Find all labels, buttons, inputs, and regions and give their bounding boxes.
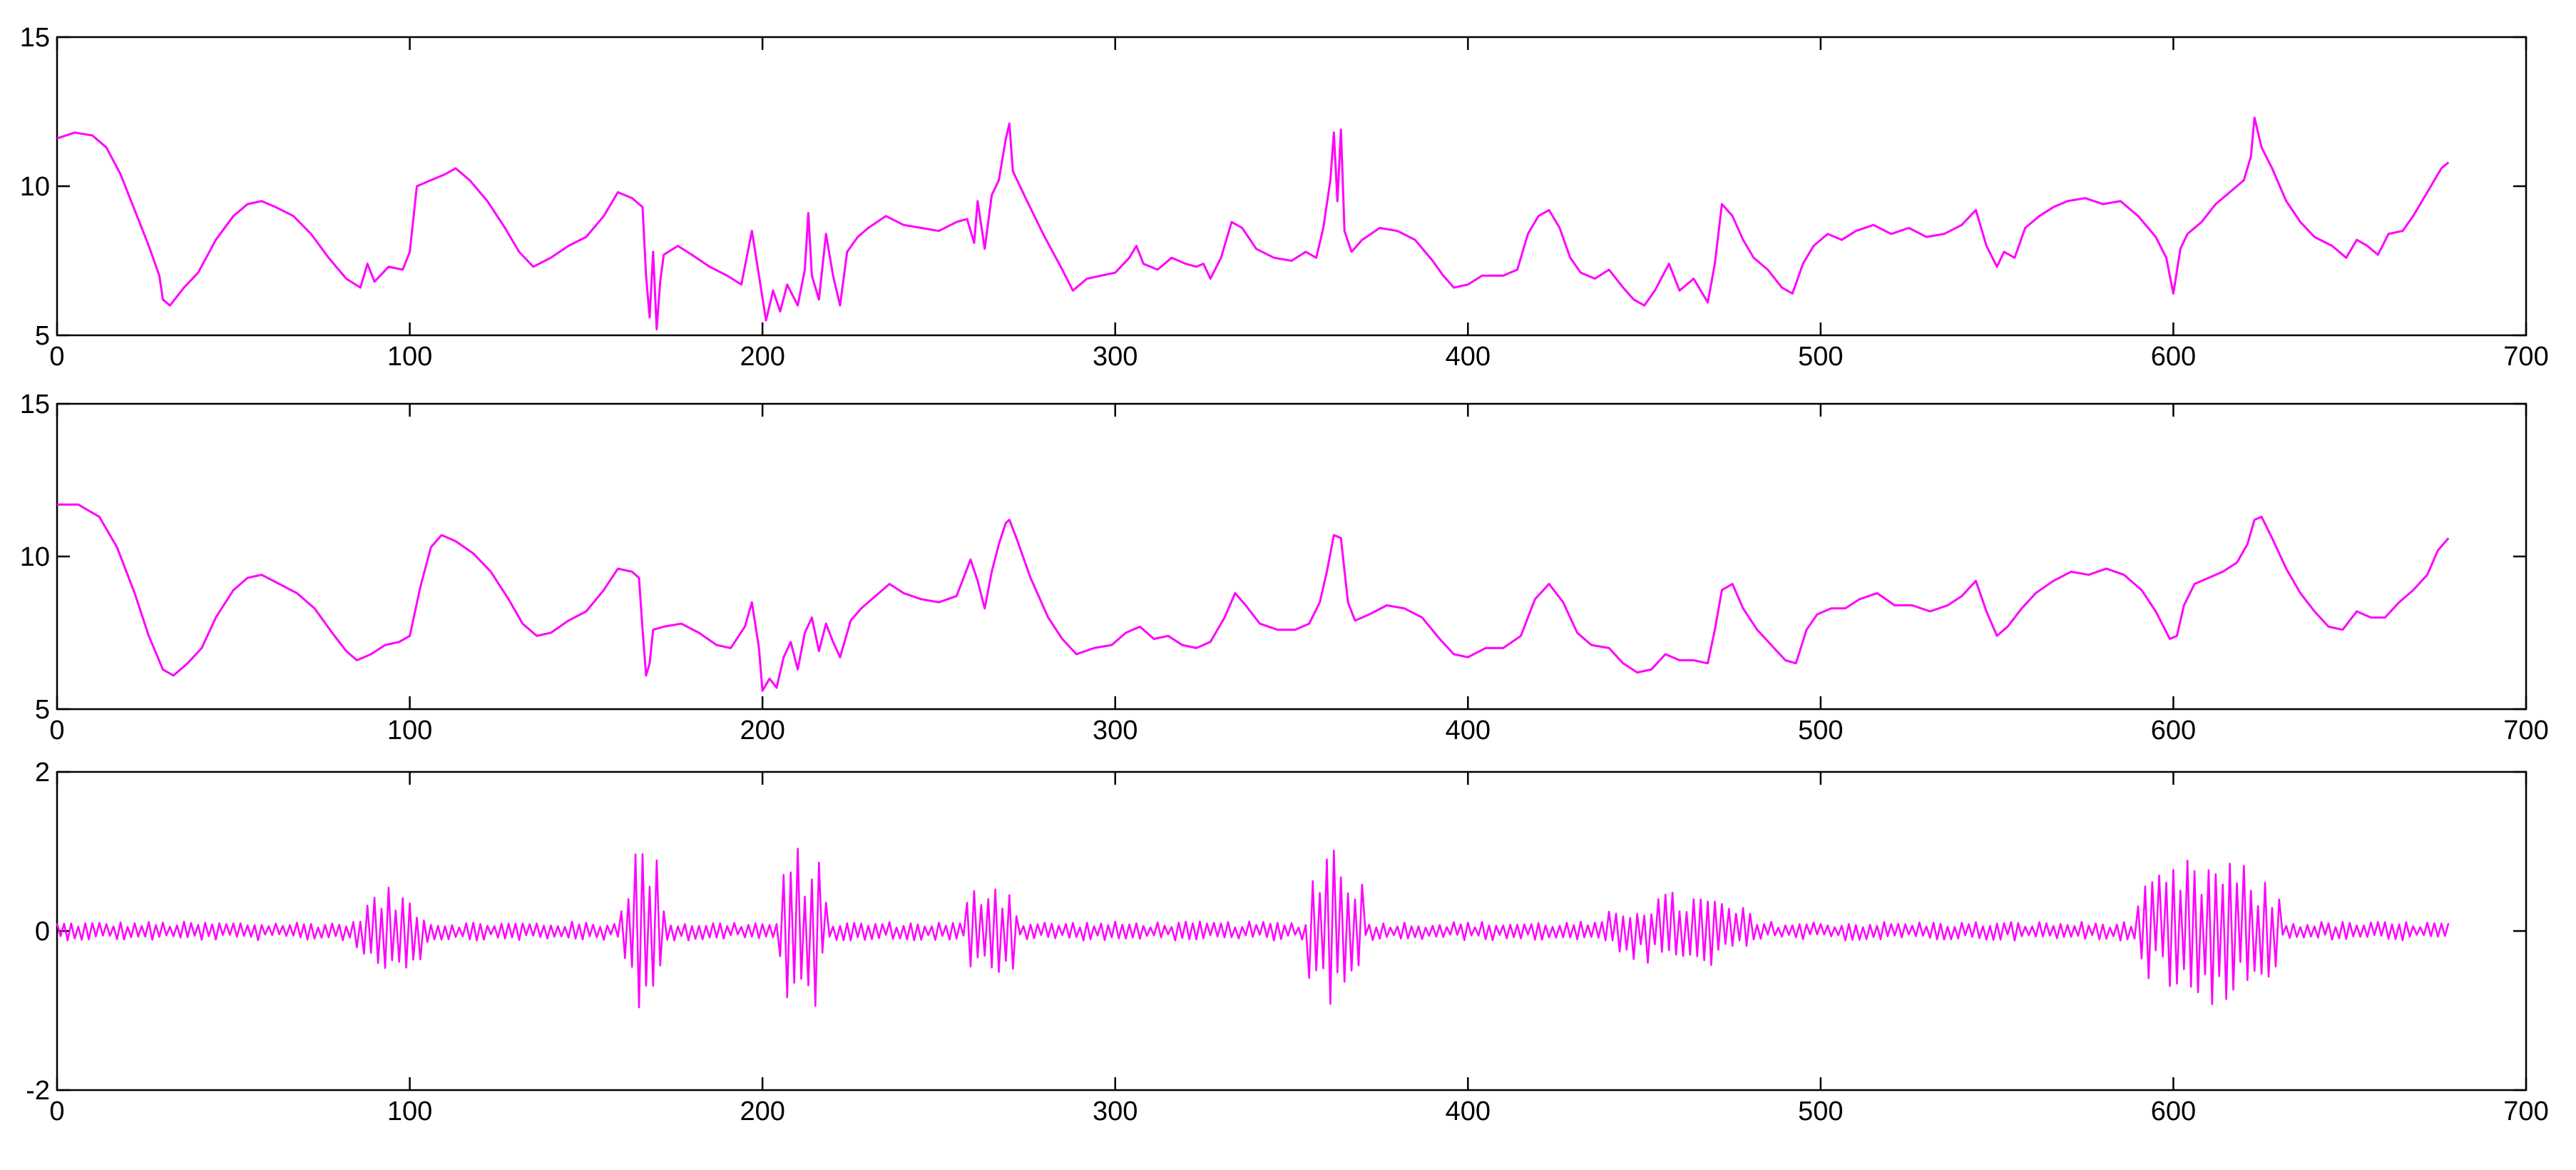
x-tick-label: 200: [740, 342, 784, 372]
x-tick-label: 400: [1446, 342, 1491, 372]
x-tick-label: 200: [740, 716, 784, 746]
x-tick-label: 300: [1093, 716, 1138, 746]
series-line: [56, 848, 2450, 1009]
x-tick-label: 500: [1798, 716, 1843, 746]
y-tick-label: 5: [35, 695, 50, 725]
y-tick-label: 10: [20, 542, 50, 572]
x-tick-label: 0: [49, 342, 64, 372]
x-tick-label: 0: [49, 1097, 64, 1126]
y-tick-label: 5: [35, 321, 50, 351]
series-line: [56, 116, 2450, 331]
y-tick-label: 2: [35, 758, 50, 788]
series-line: [57, 503, 2450, 692]
x-tick-label: 100: [387, 342, 432, 372]
x-tick-label: 200: [740, 1097, 784, 1126]
y-tick-label: 10: [20, 172, 50, 202]
x-tick-label: 300: [1093, 342, 1138, 372]
x-tick-label: 100: [387, 716, 432, 746]
subplot-3: 0 100 200 300 400 500 600 700-202: [26, 758, 2549, 1126]
subplot-2: 0 100 200 300 400 500 600 700 5 10 15: [20, 390, 2549, 746]
x-tick-label: 600: [2151, 1097, 2196, 1126]
axes-frame: [56, 36, 2528, 337]
subplot-1: 0 100 200 300 400 500 600 700 5 10 15: [20, 23, 2549, 372]
y-tick-label: 15: [20, 23, 50, 53]
x-tick-label: 300: [1093, 1097, 1138, 1126]
x-tick-label: 400: [1446, 716, 1491, 746]
x-tick-label: 700: [2503, 342, 2548, 372]
x-tick-label: 0: [49, 716, 64, 746]
y-tick-label: 15: [20, 390, 50, 419]
axes-frame: [56, 770, 2528, 1092]
x-tick-label: 600: [2151, 716, 2196, 746]
x-tick-label: 700: [2503, 1097, 2548, 1126]
y-tick-label: 0: [35, 917, 50, 947]
x-tick-label: 500: [1798, 1097, 1843, 1126]
x-tick-label: 400: [1446, 1097, 1491, 1126]
x-tick-label: 100: [387, 1097, 432, 1126]
x-tick-label: 500: [1798, 342, 1843, 372]
x-tick-label: 700: [2503, 716, 2548, 746]
y-tick-label: -2: [26, 1076, 50, 1106]
x-tick-label: 600: [2151, 342, 2196, 372]
